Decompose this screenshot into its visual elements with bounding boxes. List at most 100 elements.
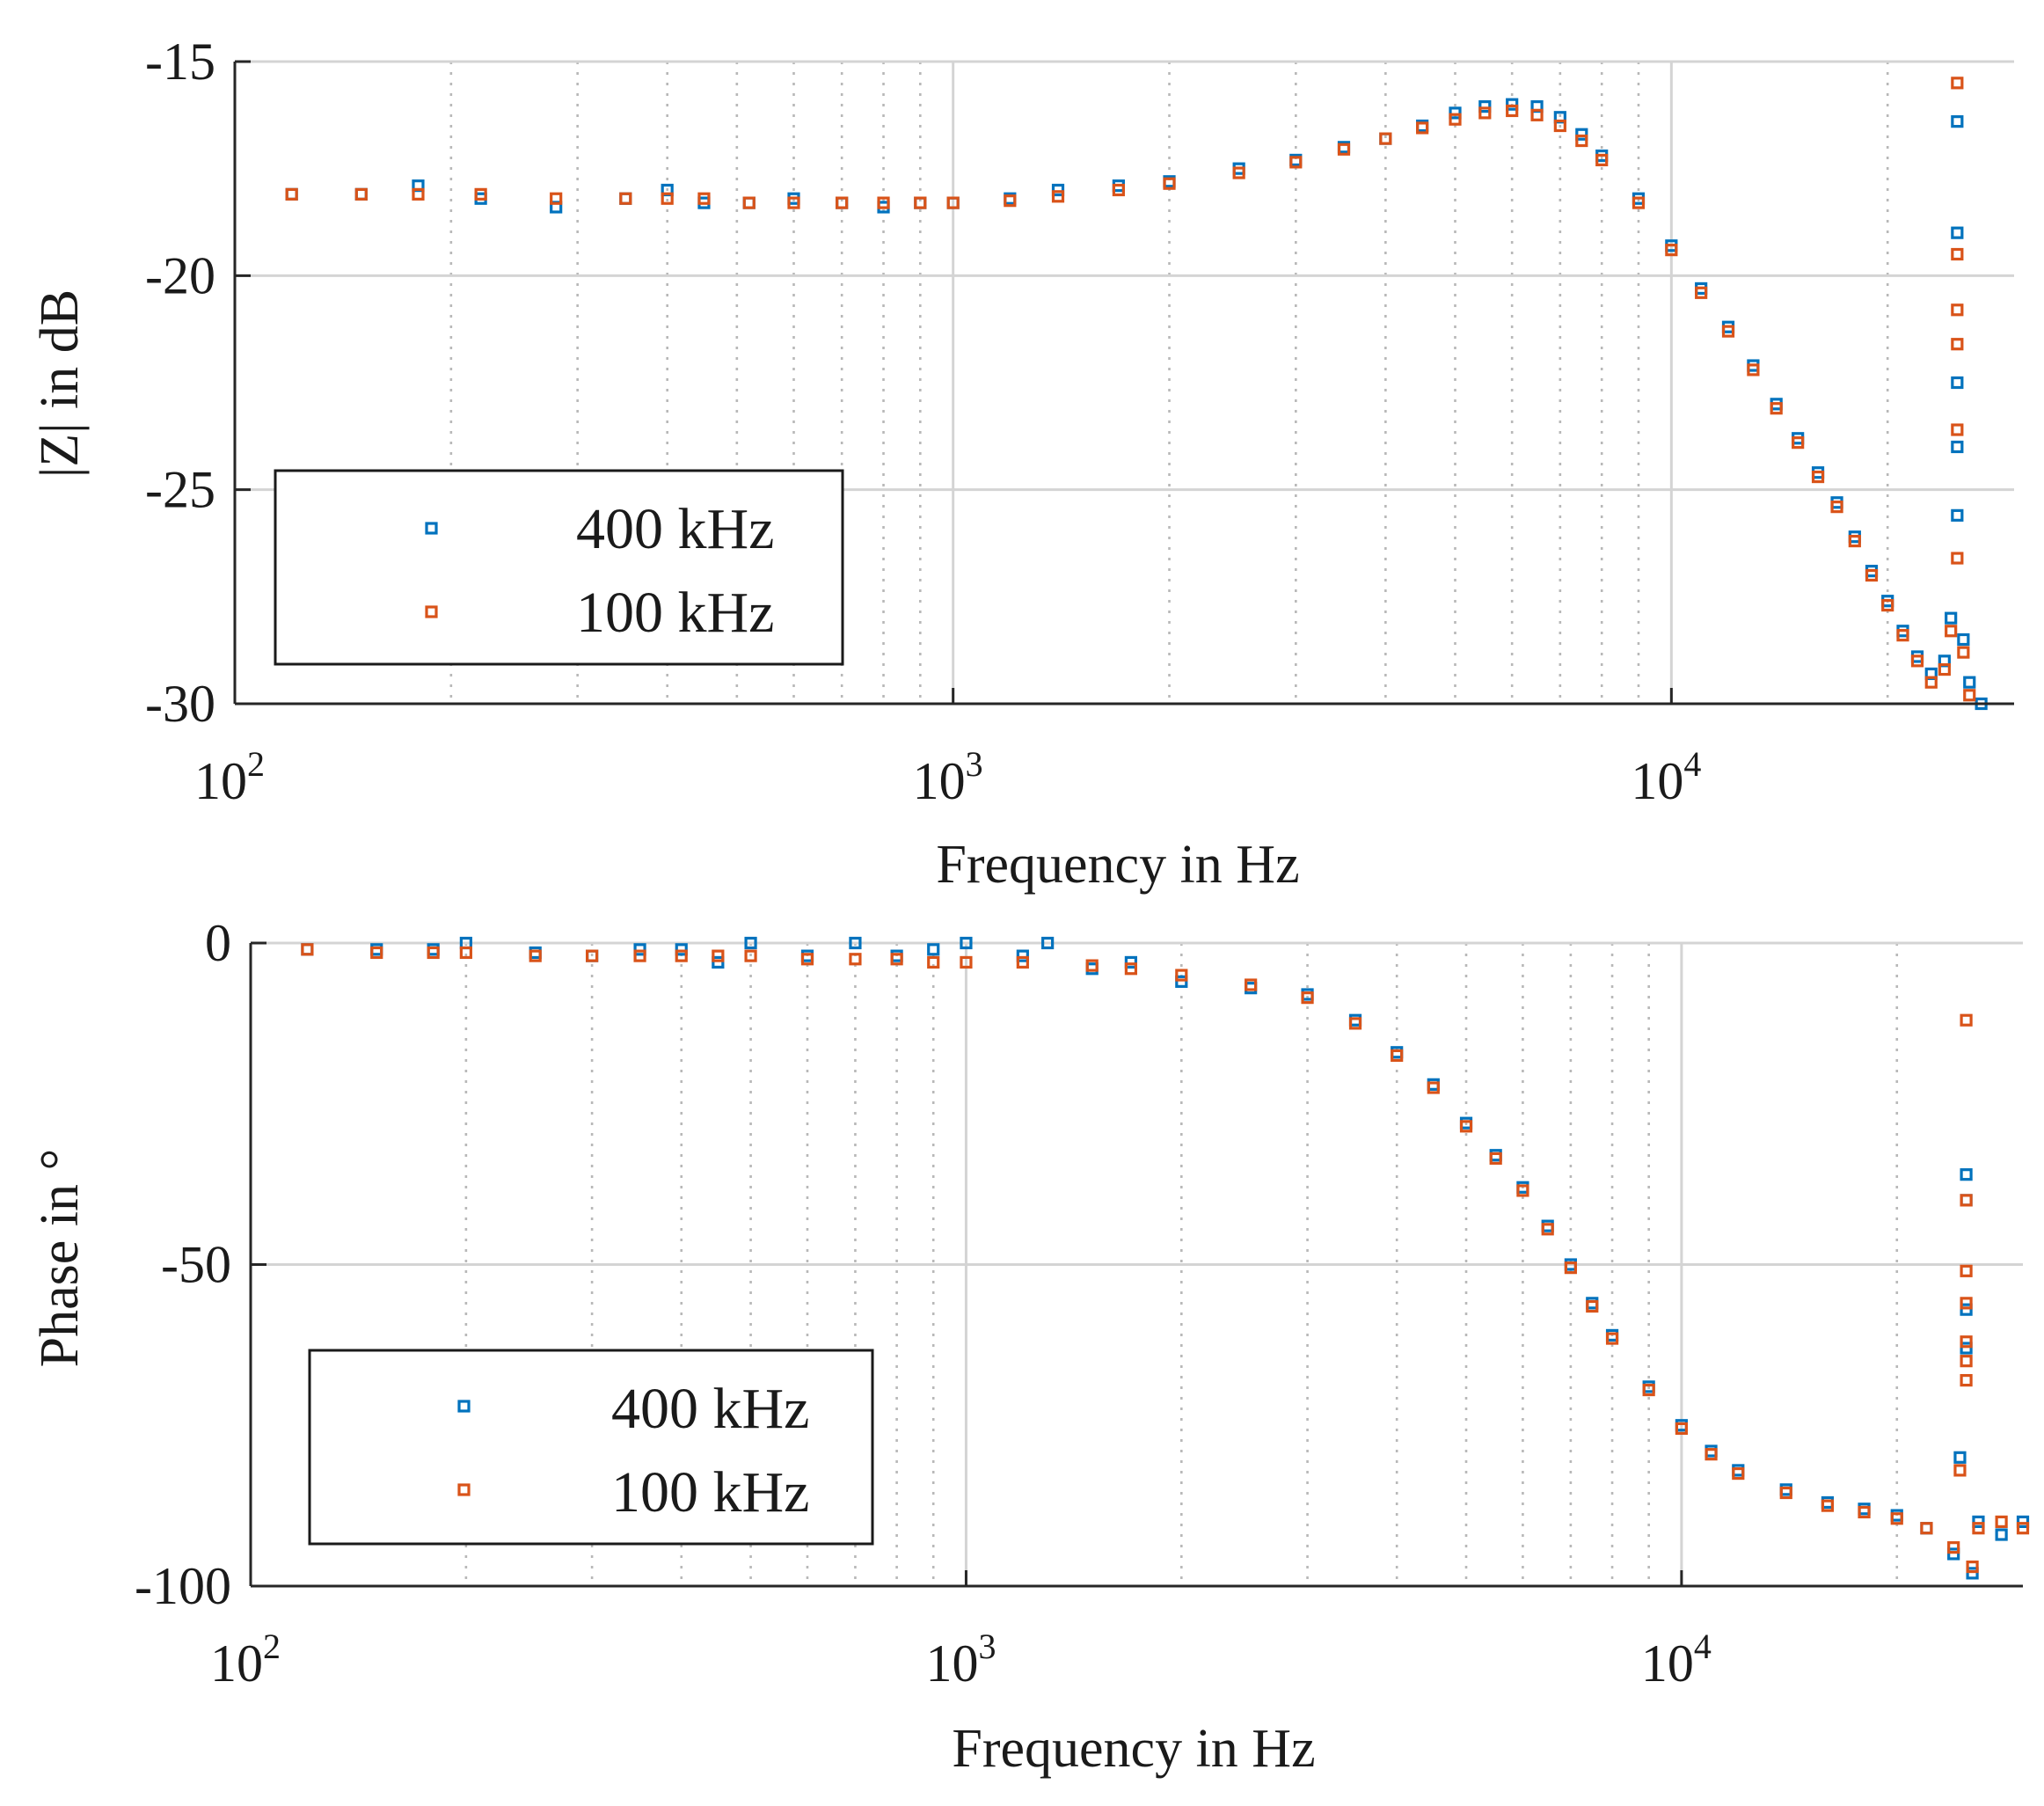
magnitude-data-point [1530,108,1544,121]
phase-data-point [1779,1486,1792,1500]
phase-data-point [1920,1522,1933,1535]
magnitude-legend-marker-100khz [425,605,438,618]
phase-data-point [1348,1013,1362,1027]
magnitude-data-point [1924,676,1938,689]
phase-data-point [1972,1522,1985,1535]
phase-data-point [1779,1483,1792,1496]
magnitude-data-point [354,187,368,201]
magnitude-data-point [1792,436,1805,450]
phase-data-point [529,949,542,962]
phase-data-point [1175,975,1188,988]
phase-data-point [1705,1444,1718,1458]
magnitude-data-point [1896,629,1909,642]
magnitude-data-point [1449,106,1462,120]
magnitude-data-point [946,196,960,209]
magnitude-data-point [742,196,756,209]
phase-data-point [1920,1522,1933,1535]
phase-data-point [890,953,903,966]
magnitude-legend-label-100khz: 100 kHz [576,581,774,645]
magnitude-data-point [1848,534,1861,548]
magnitude-data-point [1951,376,1964,390]
phase-data-point [849,936,862,950]
phase-data-point [1605,1332,1619,1345]
phase-data-point [1175,969,1188,982]
magnitude-data-point [1232,166,1245,179]
phase-data-point [1960,1194,1973,1207]
phase-plot-area: 0 -50 -100 102 103 104 [135,914,2030,1693]
phase-data-point [800,953,814,966]
phase-data-point [927,955,940,969]
phase-data-point [1960,1168,1973,1181]
magnitude-data-point [1595,153,1609,167]
magnitude-series-1 [285,77,1976,702]
phase-data-point [1732,1466,1745,1481]
magnitude-data-point [1963,689,1976,702]
phase-data-point [1960,1373,1973,1387]
phase-data-point [427,946,440,960]
phase-data-point [1586,1297,1599,1310]
phase-data-point [1858,1503,1871,1516]
magnitude-y-tick-label: -30 [145,675,215,733]
magnitude-x-tick-label: 103 [913,744,983,810]
phase-legend-label-400khz: 400 kHz [611,1377,809,1441]
magnitude-data-point [1910,654,1924,668]
magnitude-data-point [1379,132,1392,145]
phase-data-point [1995,1515,2008,1529]
phase-data-point [2016,1522,2030,1535]
magnitude-data-point [1951,226,1964,239]
phase-data-point [370,946,383,960]
magnitude-data-point [1112,183,1125,197]
magnitude-plot-area: -15 -20 -25 -30 102 103 104 [145,33,2014,810]
phase-data-point [927,943,940,956]
phase-data-point [1124,962,1138,976]
phase-data-point [960,955,973,969]
magnitude-data-point [1695,286,1708,299]
phase-data-point [1947,1547,1960,1561]
magnitude-x-tick-label: 102 [194,744,265,810]
phase-data-point [1890,1512,1903,1525]
magnitude-data-point [1951,77,1964,90]
phase-data-point [1586,1299,1599,1313]
magnitude-data-point [1478,106,1492,120]
phase-legend-box [308,1349,874,1546]
phase-data-point [1732,1464,1745,1477]
phase-data-point [1642,1383,1655,1397]
phase-data-point [1391,1049,1404,1063]
magnitude-data-point [1478,99,1492,113]
magnitude-data-point [1881,598,1894,612]
magnitude-data-point [1721,325,1735,338]
phase-y-tick-label: -100 [135,1557,231,1615]
magnitude-data-point [1289,156,1303,169]
phase-data-point [1348,1017,1362,1030]
magnitude-data-point [697,192,711,205]
magnitude-data-point [354,187,368,201]
phase-data-point [1516,1184,1529,1197]
phase-data-point [370,943,383,956]
phase-data-point [529,946,542,960]
phase-data-point [1245,982,1258,995]
magnitude-legend-label-400khz: 400 kHz [576,497,774,561]
phase-data-point [744,936,757,950]
magnitude-data-point [550,192,563,205]
phase-data-point [1085,959,1099,972]
phase-data-point [1427,1081,1440,1094]
magnitude-y-axis-label: |Z| in dB [30,289,90,478]
magnitude-y-tick-label: -20 [145,246,215,304]
phase-data-point [1016,949,1029,962]
phase-data-point [1960,1355,1973,1368]
phase-data-point [1301,991,1314,1005]
magnitude-data-point [1747,363,1760,377]
magnitude-data-point [1865,568,1879,582]
magnitude-data-point [1951,423,1964,436]
phase-data-point [1960,1335,1973,1349]
phase-data-point [1858,1505,1871,1519]
phase-data-point [1124,955,1138,969]
magnitude-data-point [1945,611,1958,625]
phase-data-point [1489,1149,1502,1162]
magnitude-data-point [285,187,298,201]
magnitude-data-point [877,196,890,209]
magnitude-data-point [1575,128,1588,141]
magnitude-data-point [787,196,800,209]
phase-data-point [1016,955,1029,969]
phase-y-tick-label: 0 [205,914,231,972]
